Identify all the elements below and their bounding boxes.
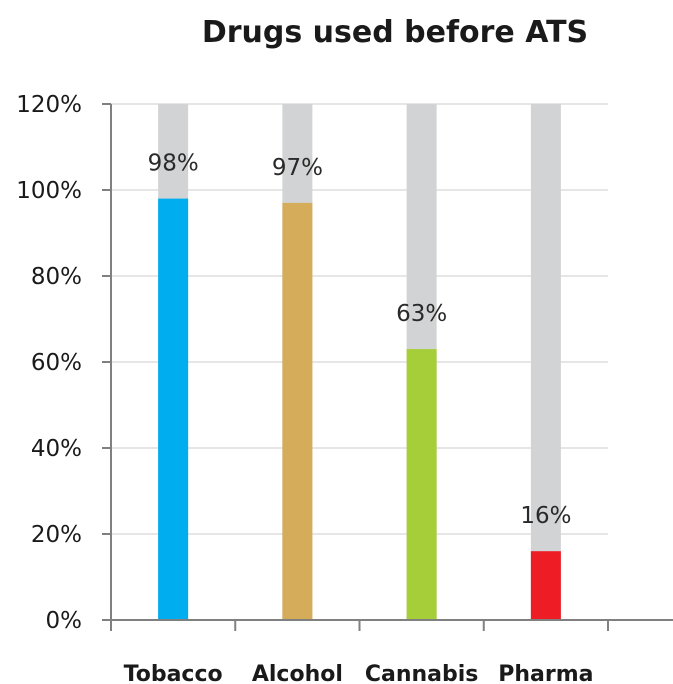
bar-tobacco (158, 198, 189, 620)
y-tick-label: 120% (16, 92, 82, 118)
x-tick-label-tobacco: Tobacco (124, 662, 223, 684)
gridlines (111, 103, 608, 535)
y-tick-labels: 0% 20% 40% 60% 80% 100% 120% (16, 92, 82, 634)
bar-cannabis (406, 349, 437, 620)
y-tick-label: 20% (31, 522, 82, 548)
data-labels: 98% 97% 63% 16% (148, 151, 572, 530)
bars (158, 198, 561, 620)
y-tick-label: 80% (31, 264, 82, 290)
x-tick-label-pharma: Pharma (498, 662, 593, 684)
axes (102, 103, 673, 631)
data-label-tobacco: 98% (148, 151, 199, 177)
bar-alcohol (282, 202, 313, 620)
x-tick-label-cannabis: Cannabis (365, 662, 479, 684)
y-tick-label: 100% (16, 178, 82, 204)
y-tick-label: 0% (46, 608, 83, 634)
x-tick-labels: Tobacco Alcohol Cannabis Pharma (124, 662, 594, 684)
data-label-cannabis: 63% (396, 301, 447, 327)
background-bar-pharma (530, 104, 561, 620)
y-tick-label: 40% (31, 436, 82, 462)
bar-pharma (530, 551, 561, 620)
data-label-alcohol: 97% (272, 155, 323, 181)
chart-title: Drugs used before ATS (202, 15, 588, 50)
data-label-pharma: 16% (520, 503, 571, 529)
x-tick-label-alcohol: Alcohol (252, 662, 343, 684)
y-tick-label: 60% (31, 350, 82, 376)
